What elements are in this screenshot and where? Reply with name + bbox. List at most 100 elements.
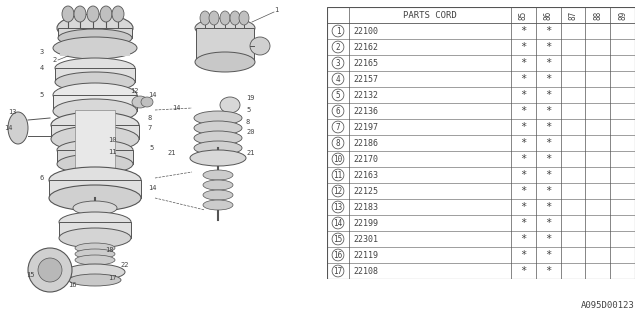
Text: 17: 17 bbox=[108, 275, 116, 281]
Ellipse shape bbox=[220, 97, 240, 113]
Text: *: * bbox=[520, 266, 527, 276]
Ellipse shape bbox=[55, 72, 135, 92]
Ellipse shape bbox=[75, 243, 115, 253]
Ellipse shape bbox=[62, 6, 74, 22]
Ellipse shape bbox=[73, 201, 117, 215]
Text: 22301: 22301 bbox=[353, 235, 378, 244]
Ellipse shape bbox=[49, 167, 141, 193]
Ellipse shape bbox=[194, 141, 242, 155]
Text: 16: 16 bbox=[68, 282, 76, 288]
Text: 22170: 22170 bbox=[353, 155, 378, 164]
Ellipse shape bbox=[203, 190, 233, 200]
Ellipse shape bbox=[75, 249, 115, 259]
Text: *: * bbox=[545, 90, 551, 100]
Text: *: * bbox=[520, 218, 527, 228]
Text: 88: 88 bbox=[593, 10, 602, 20]
Ellipse shape bbox=[55, 58, 135, 78]
Text: 22136: 22136 bbox=[353, 107, 378, 116]
Ellipse shape bbox=[194, 121, 242, 135]
Ellipse shape bbox=[195, 52, 255, 72]
Text: *: * bbox=[520, 106, 527, 116]
Text: 5: 5 bbox=[40, 92, 44, 98]
Ellipse shape bbox=[59, 228, 131, 248]
Bar bbox=[59, 222, 131, 238]
Text: 4: 4 bbox=[40, 65, 44, 71]
Text: 11: 11 bbox=[108, 149, 116, 155]
Text: 22165: 22165 bbox=[353, 59, 378, 68]
Ellipse shape bbox=[59, 212, 131, 232]
Text: 3: 3 bbox=[336, 59, 340, 68]
Text: 10: 10 bbox=[108, 137, 116, 143]
Text: *: * bbox=[520, 186, 527, 196]
Bar bbox=[51, 125, 139, 139]
Text: 15: 15 bbox=[26, 272, 35, 278]
Text: 89: 89 bbox=[618, 10, 627, 20]
Text: 2: 2 bbox=[336, 43, 340, 52]
Ellipse shape bbox=[74, 6, 86, 22]
Text: *: * bbox=[545, 266, 551, 276]
Ellipse shape bbox=[38, 258, 62, 282]
Text: 22100: 22100 bbox=[353, 27, 378, 36]
Ellipse shape bbox=[195, 18, 255, 38]
Text: *: * bbox=[545, 26, 551, 36]
Text: 14: 14 bbox=[148, 92, 157, 98]
Ellipse shape bbox=[209, 11, 219, 25]
Ellipse shape bbox=[8, 112, 28, 144]
Ellipse shape bbox=[141, 97, 153, 107]
Text: *: * bbox=[520, 58, 527, 68]
Text: *: * bbox=[520, 250, 527, 260]
Text: 22132: 22132 bbox=[353, 91, 378, 100]
Text: *: * bbox=[545, 106, 551, 116]
Ellipse shape bbox=[239, 11, 249, 25]
Text: A095D00123: A095D00123 bbox=[581, 301, 635, 310]
Text: 7: 7 bbox=[336, 123, 340, 132]
Text: 22119: 22119 bbox=[353, 251, 378, 260]
Ellipse shape bbox=[194, 131, 242, 145]
Text: 5: 5 bbox=[246, 107, 250, 113]
Text: *: * bbox=[545, 202, 551, 212]
Text: *: * bbox=[520, 202, 527, 212]
Ellipse shape bbox=[100, 6, 112, 22]
Ellipse shape bbox=[220, 11, 230, 25]
Text: 11: 11 bbox=[333, 171, 342, 180]
Text: 8: 8 bbox=[148, 115, 152, 121]
Text: 3: 3 bbox=[40, 49, 44, 55]
Text: 22162: 22162 bbox=[353, 43, 378, 52]
Text: *: * bbox=[545, 170, 551, 180]
Text: 6: 6 bbox=[336, 107, 340, 116]
Text: 22197: 22197 bbox=[353, 123, 378, 132]
Text: *: * bbox=[545, 154, 551, 164]
Ellipse shape bbox=[190, 150, 246, 166]
Text: 13: 13 bbox=[8, 109, 16, 115]
Ellipse shape bbox=[49, 185, 141, 211]
Ellipse shape bbox=[112, 6, 124, 22]
Text: 22108: 22108 bbox=[353, 267, 378, 276]
Text: *: * bbox=[545, 122, 551, 132]
Bar bbox=[196, 28, 254, 62]
Text: 22183: 22183 bbox=[353, 203, 378, 212]
Text: 1: 1 bbox=[336, 27, 340, 36]
Ellipse shape bbox=[203, 170, 233, 180]
Text: 14: 14 bbox=[148, 185, 157, 191]
Bar bbox=[58, 28, 132, 38]
Bar bbox=[55, 68, 135, 82]
Text: *: * bbox=[545, 250, 551, 260]
Text: 22186: 22186 bbox=[353, 139, 378, 148]
Text: *: * bbox=[545, 74, 551, 84]
Text: 5: 5 bbox=[336, 91, 340, 100]
Ellipse shape bbox=[250, 37, 270, 55]
Text: 19: 19 bbox=[246, 95, 255, 101]
Bar bbox=[60, 48, 130, 56]
Ellipse shape bbox=[230, 11, 240, 25]
Ellipse shape bbox=[200, 11, 210, 25]
Ellipse shape bbox=[203, 200, 233, 210]
Text: 8: 8 bbox=[246, 119, 250, 125]
Text: 1: 1 bbox=[274, 7, 278, 13]
Text: *: * bbox=[520, 74, 527, 84]
Ellipse shape bbox=[69, 274, 121, 286]
Ellipse shape bbox=[203, 180, 233, 190]
Text: 4: 4 bbox=[336, 75, 340, 84]
Text: 12: 12 bbox=[130, 88, 138, 94]
Text: *: * bbox=[520, 90, 527, 100]
Text: *: * bbox=[545, 138, 551, 148]
